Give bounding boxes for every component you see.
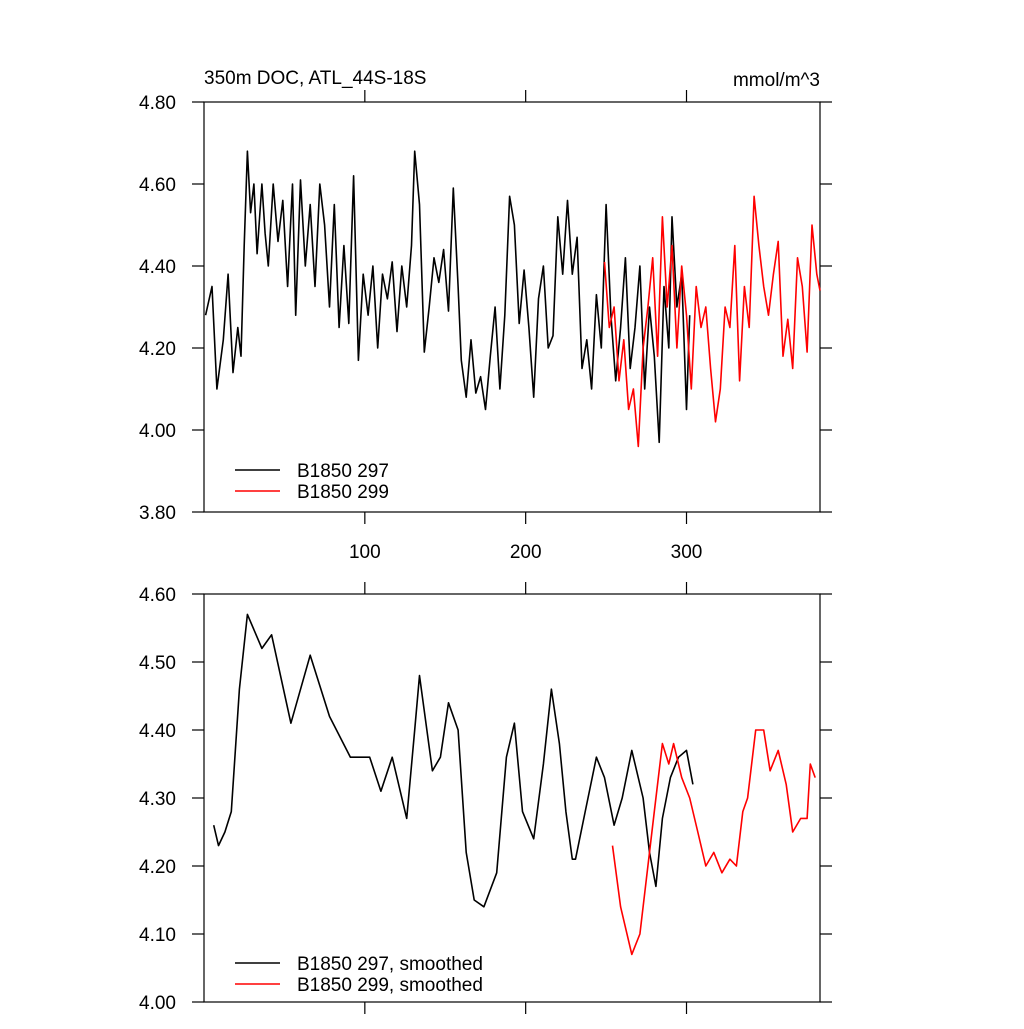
y-tick-label: 4.60 (139, 585, 176, 606)
y-tick-label: 4.20 (139, 857, 176, 878)
legend-label: B1850 299, smoothed (297, 975, 483, 996)
legend-label: B1850 297 (297, 461, 389, 482)
legend-label: B1850 299 (297, 482, 389, 503)
y-tick-label: 3.80 (139, 503, 176, 524)
data-line (611, 729, 816, 956)
legend-label: B1850 297, smoothed (297, 954, 483, 975)
data-line (212, 613, 694, 908)
plot-frame (203, 593, 821, 1003)
y-tick-label: 4.40 (139, 721, 176, 742)
y-tick-label: 4.00 (139, 993, 176, 1014)
data-line (204, 150, 691, 444)
y-tick-label: 4.30 (139, 789, 176, 810)
y-tick-label: 4.50 (139, 653, 176, 674)
x-tick-label: 300 (671, 542, 703, 563)
x-tick-label: 200 (510, 542, 542, 563)
y-tick-label: 4.80 (139, 93, 176, 114)
units-label: mmol/m^3 (733, 70, 820, 91)
y-tick-label: 4.20 (139, 339, 176, 360)
y-tick-label: 4.40 (139, 257, 176, 278)
y-tick-label: 4.60 (139, 175, 176, 196)
x-tick-label: 100 (349, 542, 381, 563)
y-tick-label: 4.00 (139, 421, 176, 442)
data-line (603, 195, 821, 448)
plot-frame (203, 101, 821, 513)
y-tick-label: 4.10 (139, 925, 176, 946)
chart-title: 350m DOC, ATL_44S-18S (204, 68, 426, 89)
